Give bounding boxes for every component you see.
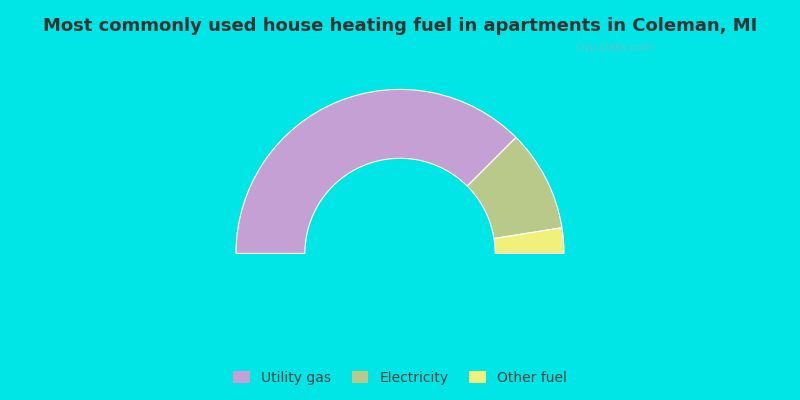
Wedge shape — [467, 138, 562, 238]
Legend: Utility gas, Electricity, Other fuel: Utility gas, Electricity, Other fuel — [226, 364, 574, 392]
Wedge shape — [236, 90, 516, 254]
Wedge shape — [494, 228, 564, 254]
Text: City-Data.com: City-Data.com — [574, 44, 654, 54]
Text: Most commonly used house heating fuel in apartments in Coleman, MI: Most commonly used house heating fuel in… — [43, 17, 757, 35]
